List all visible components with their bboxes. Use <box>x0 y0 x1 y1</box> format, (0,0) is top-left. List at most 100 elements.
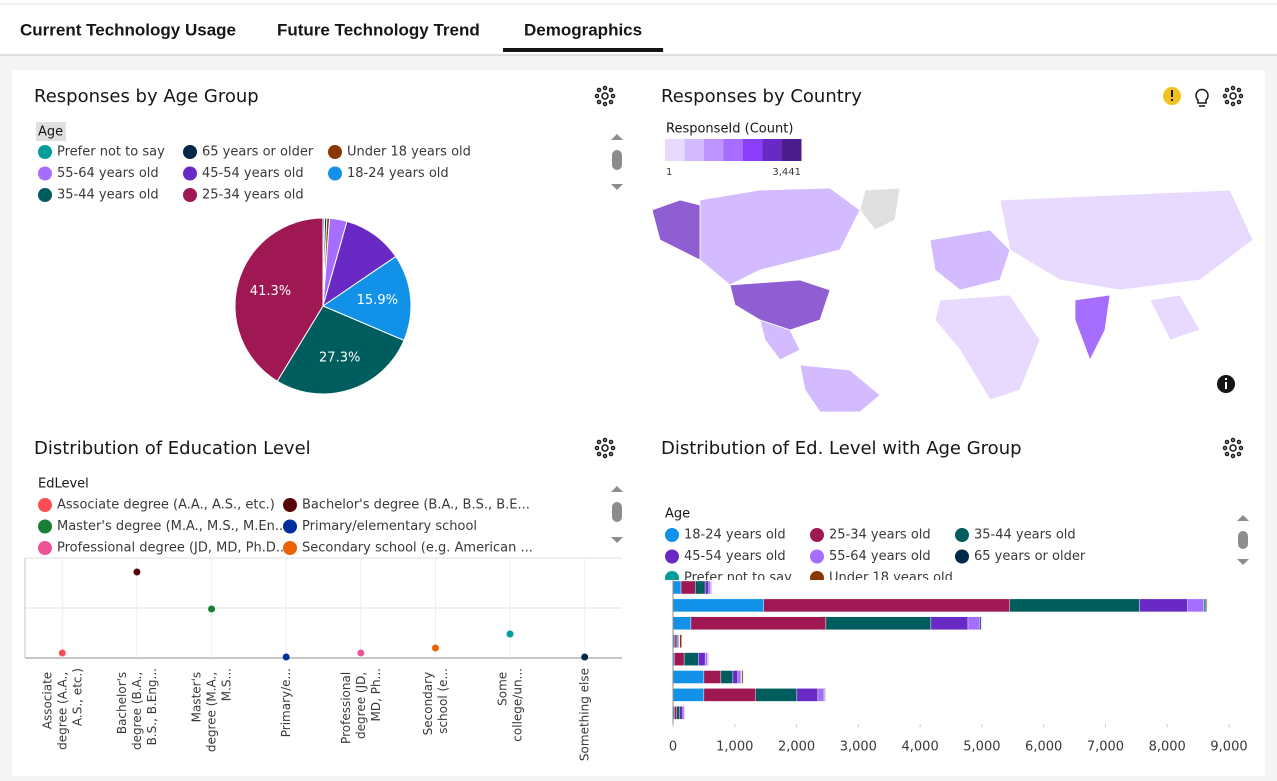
dot <box>506 630 514 638</box>
x-tick-label: 2,000 <box>778 740 815 755</box>
bar-segment <box>674 706 677 720</box>
legend-swatch <box>38 541 52 555</box>
x-tick-label: 7,000 <box>1087 740 1124 755</box>
legend-swatch <box>810 528 824 542</box>
pie-slice <box>234 217 324 382</box>
chart-title: Responses by Country <box>661 86 862 107</box>
legend-scrollbar[interactable] <box>611 134 623 190</box>
bar-segment <box>672 688 705 702</box>
legend-label: 45-54 years old <box>202 166 304 181</box>
tab[interactable]: Future Technology Trend <box>277 20 480 39</box>
settings-icon[interactable] <box>594 85 616 107</box>
info-icon[interactable] <box>1217 375 1235 393</box>
legend-swatch <box>328 145 342 159</box>
dot <box>282 653 290 661</box>
bar-segment <box>683 652 699 666</box>
bar-segment <box>763 598 1010 613</box>
bar-segment <box>732 670 739 684</box>
legend-swatch <box>955 549 969 564</box>
chart-title: Distribution of Education Level <box>34 438 311 459</box>
bar-segment <box>672 616 692 630</box>
bar-segment <box>695 580 706 595</box>
legend-label: 55-64 years old <box>57 166 159 181</box>
pie-slice <box>276 305 405 395</box>
legend-swatch <box>810 549 824 564</box>
legend-swatch <box>183 188 197 202</box>
x-tick-label: 1,000 <box>716 740 753 755</box>
x-tick-label: 5,000 <box>963 740 1000 755</box>
legend-swatch <box>38 145 52 159</box>
legend-color-step <box>723 139 743 161</box>
legend-label: Associate degree (A.A., A.S., etc.) <box>57 498 275 513</box>
legend-swatch <box>810 571 824 580</box>
tab[interactable]: Demographics <box>524 20 642 39</box>
legend-min-label: 1 <box>666 167 672 178</box>
legend-label: Secondary school (e.g. American ... <box>302 541 533 556</box>
bar-segment <box>672 598 765 613</box>
warning-icon[interactable] <box>1163 87 1181 105</box>
legend-label: Master's degree (M.A., M.S., M.En... <box>57 519 287 534</box>
chart-title: Responses by Age Group <box>34 86 259 107</box>
bar-segment <box>967 616 981 630</box>
chart-title: Distribution of Ed. Level with Age Group <box>661 438 1022 459</box>
slice-label: 15.9% <box>357 293 398 308</box>
legend: 18-24 years old 25-34 years old 35-44 year… <box>665 528 1086 586</box>
legend-label: 55-64 years old <box>829 549 931 564</box>
x-tick-label: Master's degree (M.A., M.S... <box>189 668 233 752</box>
legend-label: 35-44 years old <box>974 528 1076 543</box>
bar-segment <box>704 580 710 595</box>
x-tick-label: Secondary school (e... <box>420 668 449 735</box>
bar-segment <box>698 652 706 666</box>
x-tick-label: 0 <box>669 740 677 755</box>
legend-title: Age <box>38 125 63 140</box>
settings-icon[interactable] <box>1222 85 1244 107</box>
legend-scrollbar[interactable] <box>1237 515 1249 565</box>
slice-label: 27.3% <box>319 350 360 365</box>
world-map <box>651 186 1254 413</box>
legend-color-step <box>762 139 782 161</box>
legend-swatch <box>955 528 969 542</box>
bar-segment <box>674 634 677 648</box>
bar-segment <box>672 670 705 684</box>
legend-scrollbar[interactable] <box>611 486 623 543</box>
legend-label: 65 years or older <box>202 145 314 160</box>
insight-icon[interactable] <box>1195 88 1209 107</box>
bar-segment <box>737 670 742 684</box>
x-tick-label: Some college/un... <box>495 668 524 742</box>
x-tick-label: Associate degree (A.A., A.S., etc.) <box>40 668 84 750</box>
legend-swatch <box>283 498 297 512</box>
legend-swatch <box>183 166 197 181</box>
bar-segment <box>711 580 713 595</box>
legend-swatch <box>183 145 197 159</box>
legend-max-label: 3,441 <box>772 167 801 178</box>
bar-segment <box>817 688 825 702</box>
legend-label: 35-44 years old <box>57 188 159 203</box>
legend-label: Prefer not to say <box>684 571 792 586</box>
legend-title-highlight <box>36 122 66 141</box>
settings-icon[interactable] <box>1222 437 1244 459</box>
legend-label: Professional degree (JD, MD, Ph.D... <box>57 541 288 556</box>
legend-title: EdLevel <box>38 477 89 492</box>
dot <box>58 649 66 657</box>
tab[interactable]: Current Technology Usage <box>20 20 236 39</box>
bar-segment <box>755 688 798 702</box>
bar-segment <box>1139 598 1188 613</box>
dot <box>357 649 365 657</box>
bar-segment <box>796 688 819 702</box>
legend-swatch <box>665 549 679 564</box>
bar-segment <box>690 616 827 630</box>
bar-segment <box>674 652 685 666</box>
bar-segment <box>720 670 734 684</box>
legend-swatch <box>665 571 679 580</box>
active-tab-indicator <box>503 48 664 52</box>
x-tick-label: Primary/e... <box>279 668 293 737</box>
legend-label: 25-34 years old <box>202 188 304 203</box>
legend-swatch <box>38 498 52 512</box>
bar-segment <box>1187 598 1204 613</box>
dot <box>431 644 439 652</box>
x-tick-label: 8,000 <box>1149 740 1186 755</box>
legend-label: 25-34 years old <box>829 528 931 543</box>
settings-icon[interactable] <box>594 437 616 459</box>
legend-swatch <box>328 166 342 181</box>
